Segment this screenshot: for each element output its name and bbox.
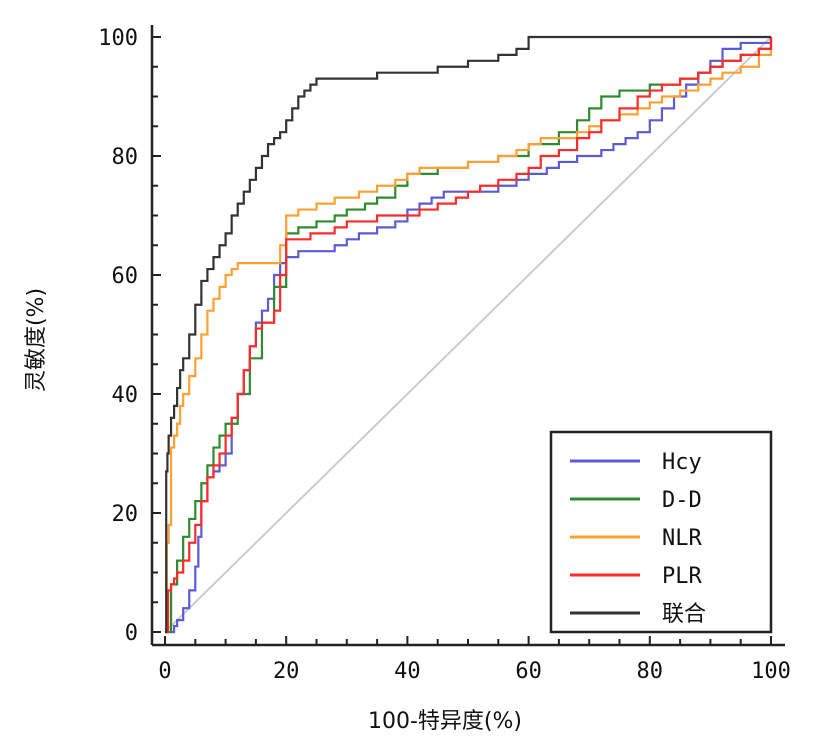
legend: Hcy D-D NLR PLR 联合	[549, 430, 773, 634]
legend-label: D-D	[662, 488, 702, 513]
x-axis-title: 100-特异度(%)	[368, 709, 522, 734]
y-tick-label: 100	[98, 26, 138, 51]
reference-line-layer	[164, 36, 772, 633]
series-layer	[165, 35, 773, 634]
series-line-4	[165, 37, 773, 634]
legend-box	[549, 430, 773, 634]
y-tick-label: 0	[125, 621, 138, 646]
y-tick-label: 20	[112, 502, 139, 527]
x-tick-label: 40	[394, 659, 421, 684]
series-line-3	[165, 37, 773, 634]
legend-label: PLR	[662, 564, 702, 589]
legend-label: 联合	[662, 602, 706, 627]
reference-diagonal	[164, 36, 772, 633]
axes-layer: 0 20 40 60 80 100 0 20 40 60 80 100 100-特异度(%) 灵敏度(%)	[24, 25, 791, 734]
y-axis-title: 灵敏度(%)	[24, 288, 49, 392]
x-tick-label: 60	[515, 659, 542, 684]
y-tick-label: 80	[112, 145, 139, 170]
x-tick-label: 80	[637, 659, 664, 684]
legend-label: NLR	[662, 526, 702, 551]
legend-label: Hcy	[662, 450, 702, 475]
series-line-5	[165, 35, 771, 634]
y-tick-label: 60	[112, 264, 139, 289]
x-tick-label: 20	[273, 659, 300, 684]
x-tick-label: 100	[751, 659, 791, 684]
x-tick-label: 0	[158, 659, 171, 684]
y-tick-label: 40	[112, 383, 139, 408]
